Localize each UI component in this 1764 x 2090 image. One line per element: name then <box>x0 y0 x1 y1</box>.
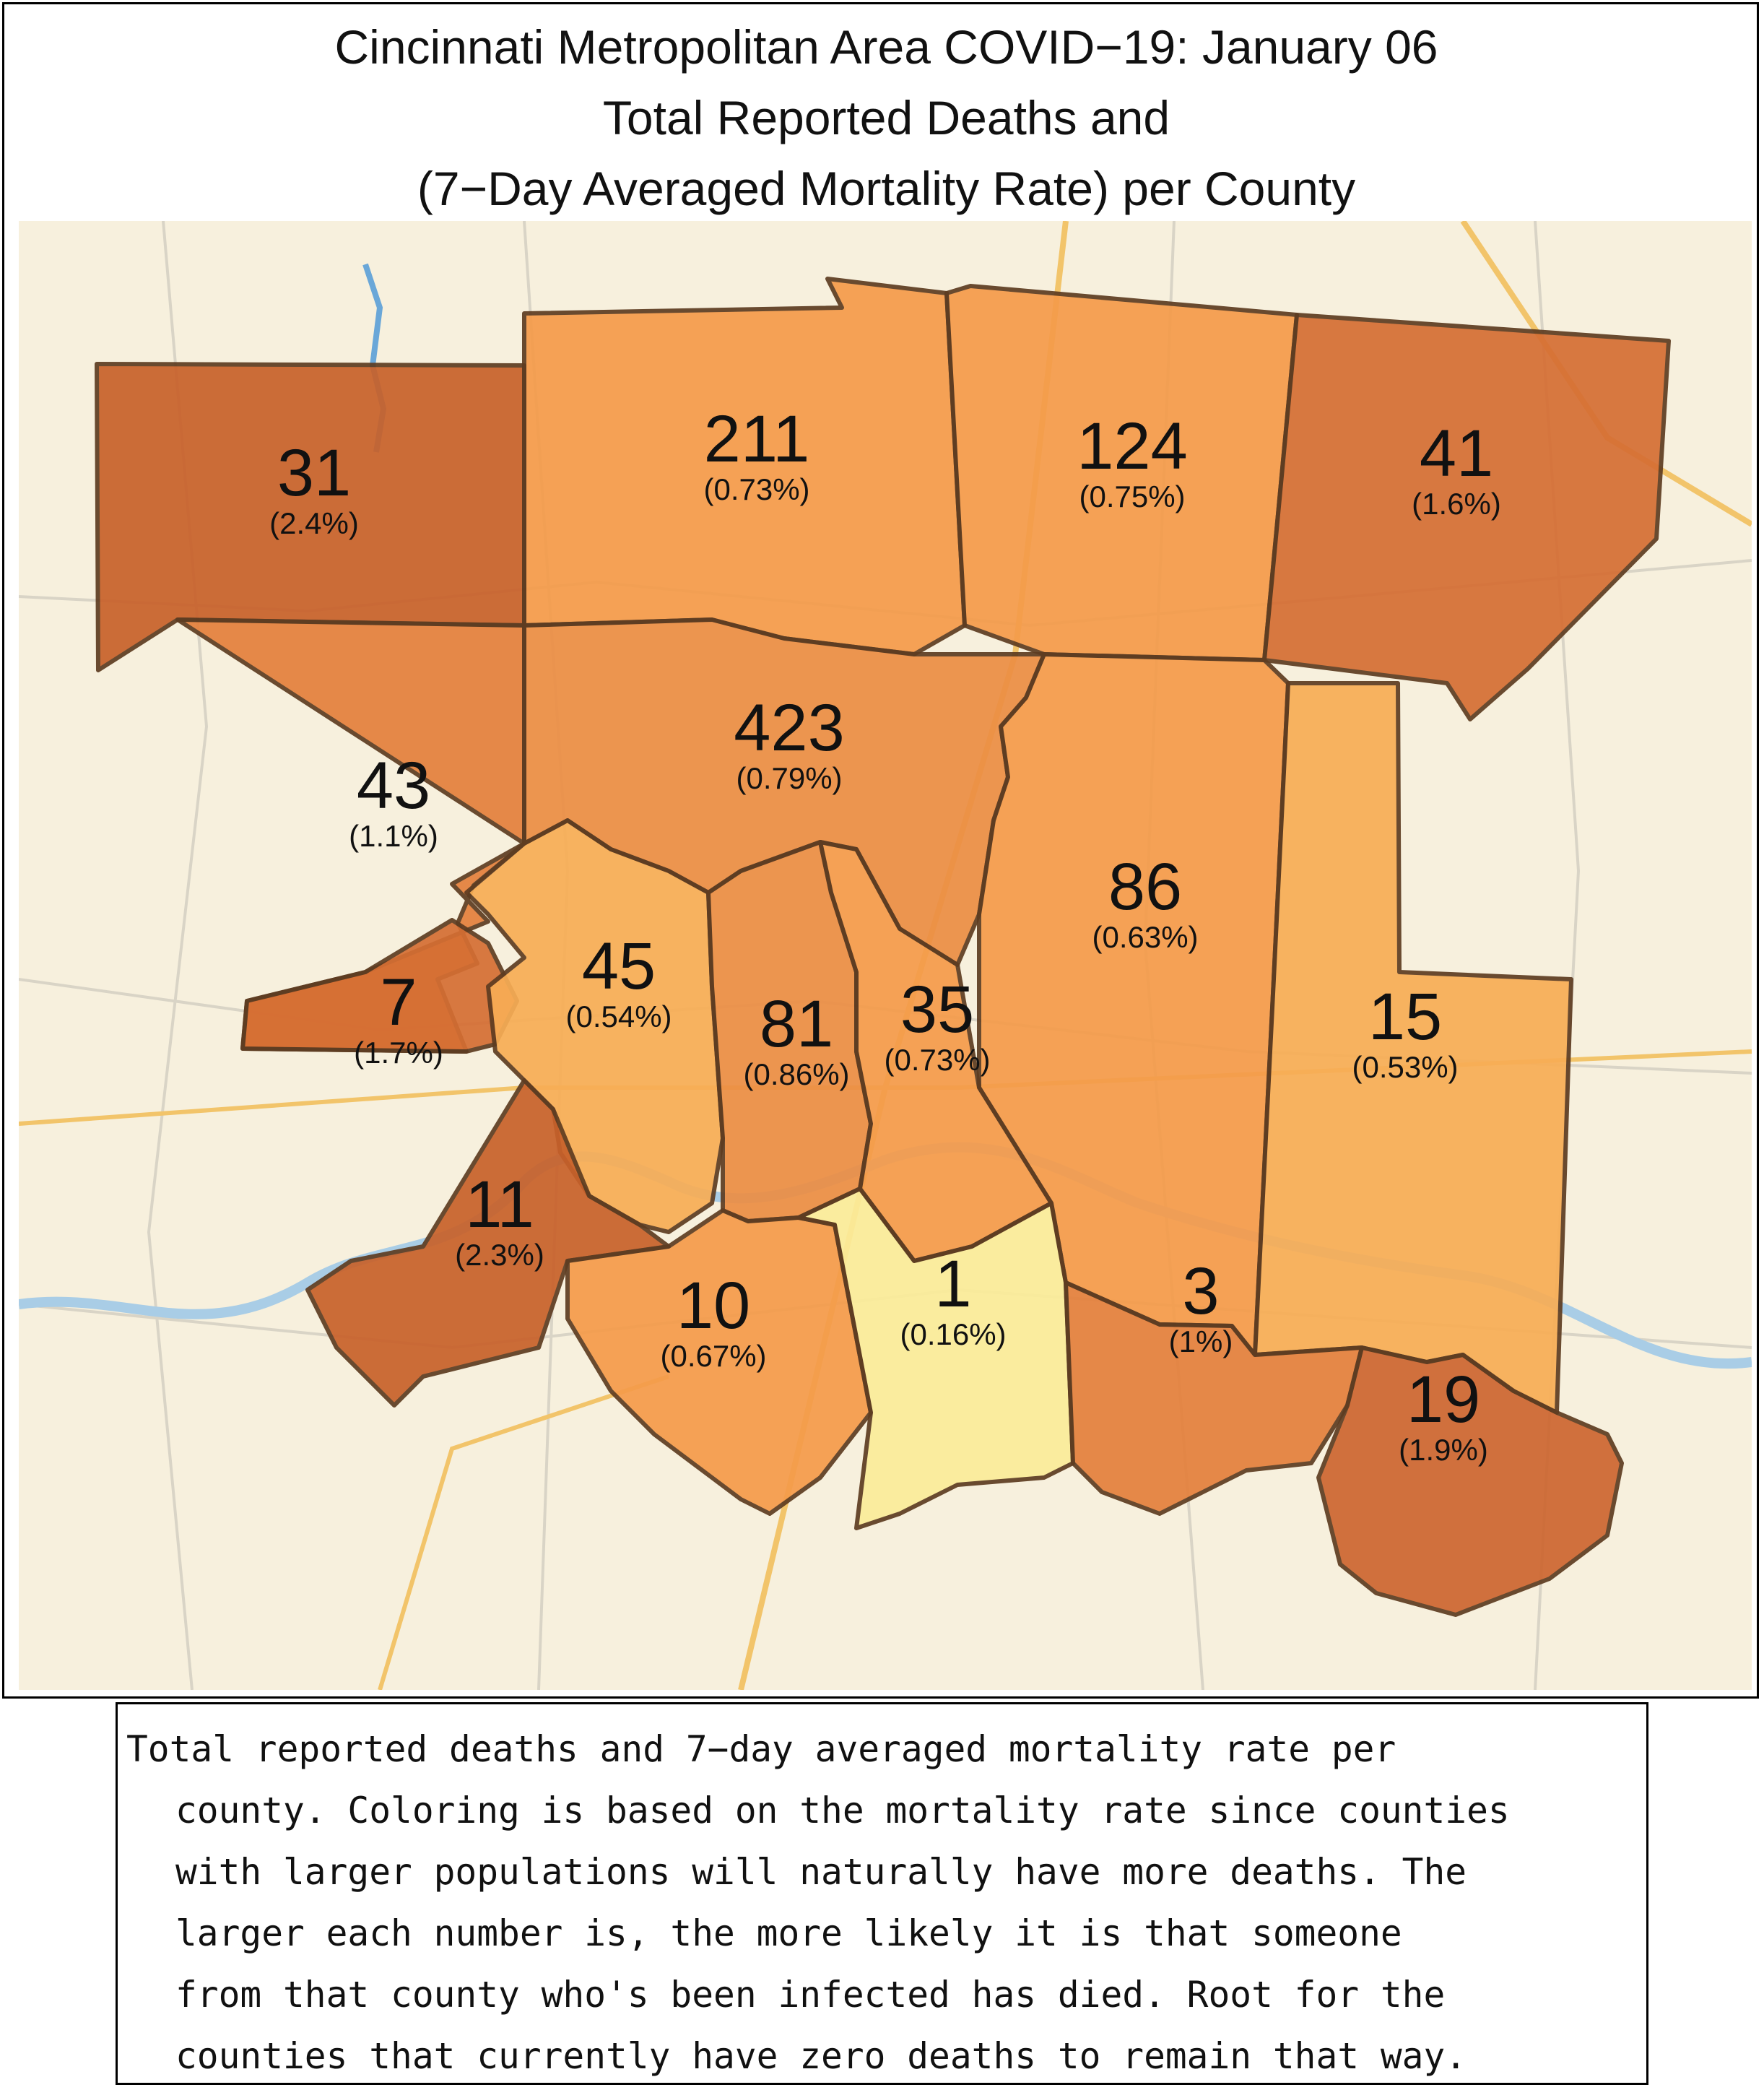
label-deaths-43: 43 <box>357 749 430 823</box>
title-line-3: (7−Day Averaged Mortality Rate) per Coun… <box>417 162 1356 215</box>
map-frame: Cincinnati Metropolitan Area COVID−19: J… <box>2 2 1759 1699</box>
label-rate-7: (1.7%) <box>354 1036 443 1070</box>
label-rate-3: (1%) <box>1169 1324 1233 1358</box>
county-7 <box>240 918 519 1054</box>
county-map: 31 (2.4%) 211 (0.73%) 124 (0.75%) 41 (1.… <box>19 221 1752 1690</box>
county-labels: 31 (2.4%) 211 (0.73%) 124 (0.75%) 41 (1.… <box>269 402 1501 1467</box>
label-rate-81: (0.86%) <box>743 1057 849 1091</box>
title-line-2: Total Reported Deaths and <box>602 91 1170 144</box>
label-rate-423: (0.79%) <box>736 761 842 795</box>
county-10 <box>565 1208 873 1516</box>
caption-line-3: with larger populations will naturally h… <box>175 1851 1467 1893</box>
label-deaths-81: 81 <box>760 987 833 1061</box>
label-deaths-19: 19 <box>1407 1363 1480 1436</box>
counties <box>95 277 1671 1617</box>
label-rate-19: (1.9%) <box>1399 1433 1488 1467</box>
label-rate-211: (0.73%) <box>703 472 809 506</box>
label-rate-15: (0.53%) <box>1352 1050 1458 1084</box>
caption-line-2: county. Coloring is based on the mortali… <box>175 1790 1510 1831</box>
label-deaths-31: 31 <box>277 436 351 510</box>
label-rate-10: (0.67%) <box>660 1339 766 1373</box>
label-rate-45: (0.54%) <box>565 1000 672 1033</box>
label-deaths-86: 86 <box>1108 850 1182 924</box>
county-41 <box>1262 313 1671 721</box>
county-1 <box>796 1187 1075 1530</box>
caption-box: Total reported deaths and 7−day averaged… <box>116 1702 1648 2085</box>
label-deaths-7: 7 <box>380 966 417 1039</box>
label-rate-35: (0.73%) <box>884 1043 990 1077</box>
label-rate-124: (0.75%) <box>1079 480 1185 513</box>
label-deaths-3: 3 <box>1182 1254 1219 1328</box>
map-title: Cincinnati Metropolitan Area COVID−19: J… <box>4 12 1764 224</box>
caption-line-6: counties that currently have zero deaths… <box>175 2035 1467 2077</box>
county-3 <box>1064 1280 1364 1516</box>
label-deaths-15: 15 <box>1368 980 1442 1054</box>
label-rate-41: (1.6%) <box>1412 487 1501 521</box>
label-rate-43: (1.1%) <box>349 819 438 853</box>
label-deaths-11: 11 <box>465 1168 534 1241</box>
caption-line-5: from that county who's been infected has… <box>175 1974 1446 2016</box>
label-rate-86: (0.63%) <box>1092 920 1198 954</box>
county-11 <box>305 1078 671 1408</box>
label-deaths-41: 41 <box>1420 417 1493 490</box>
label-deaths-211: 211 <box>704 402 810 476</box>
label-deaths-124: 124 <box>1077 409 1188 483</box>
title-line-1: Cincinnati Metropolitan Area COVID−19: J… <box>334 20 1438 74</box>
caption-line-4: larger each number is, the more likely i… <box>175 1912 1402 1954</box>
label-rate-1: (0.16%) <box>900 1317 1006 1351</box>
label-rate-31: (2.4%) <box>269 506 359 540</box>
label-deaths-35: 35 <box>900 973 974 1046</box>
label-rate-11: (2.3%) <box>455 1238 544 1272</box>
label-deaths-1: 1 <box>934 1247 971 1321</box>
label-deaths-45: 45 <box>582 929 656 1003</box>
county-19 <box>1316 1345 1624 1617</box>
label-deaths-423: 423 <box>734 691 845 765</box>
caption-line-1: Total reported deaths and 7−day averaged… <box>126 1728 1396 1770</box>
label-deaths-10: 10 <box>677 1269 750 1343</box>
